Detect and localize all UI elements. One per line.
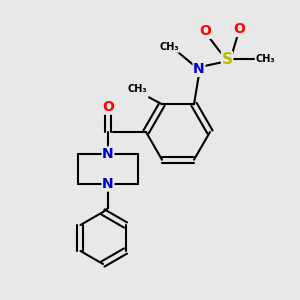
Text: N: N bbox=[102, 147, 114, 161]
Text: N: N bbox=[102, 177, 114, 191]
Text: O: O bbox=[199, 24, 211, 38]
Text: O: O bbox=[102, 100, 114, 114]
Text: CH₃: CH₃ bbox=[255, 54, 275, 64]
Text: N: N bbox=[193, 62, 205, 76]
Text: CH₃: CH₃ bbox=[127, 84, 147, 94]
Text: S: S bbox=[221, 52, 233, 67]
Text: CH₃: CH₃ bbox=[159, 42, 179, 52]
Text: O: O bbox=[233, 22, 245, 36]
